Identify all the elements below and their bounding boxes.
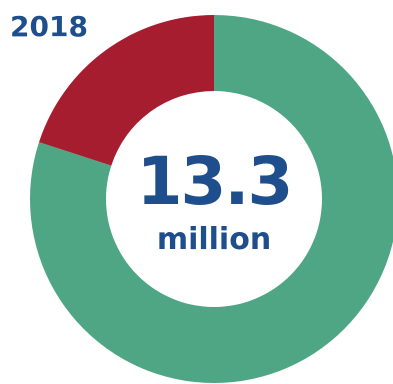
chart-title: 2018 bbox=[10, 10, 88, 43]
donut-slice-1 bbox=[30, 15, 393, 383]
center-unit: million bbox=[157, 222, 271, 257]
donut-slice-2 bbox=[39, 15, 214, 166]
center-value: 13.3 bbox=[137, 143, 292, 220]
donut-slices bbox=[30, 15, 393, 383]
